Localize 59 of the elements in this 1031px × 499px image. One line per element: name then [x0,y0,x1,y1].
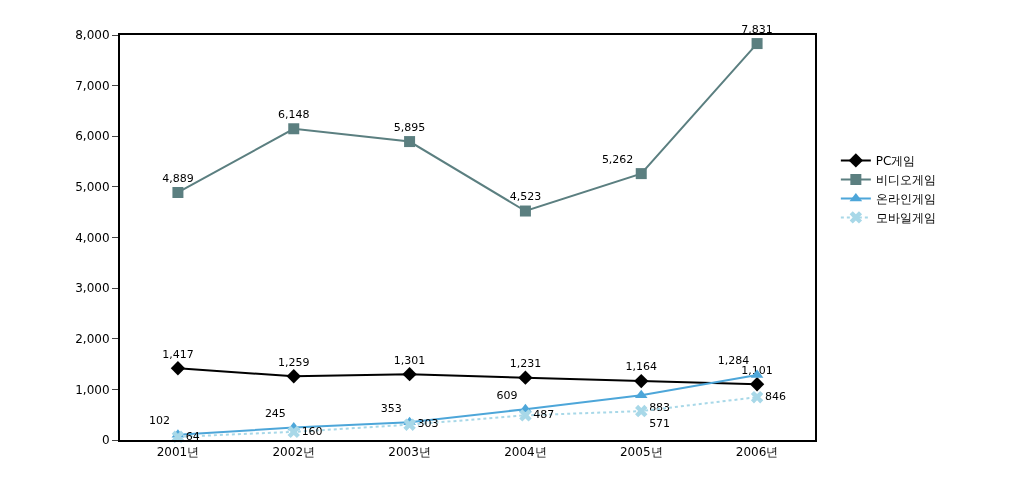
y-tick-label: 8,000 [75,28,110,43]
point [403,418,416,431]
data-label: 4,523 [509,190,542,204]
x-tick-label: 2001년 [156,445,200,460]
y-tick-label: 5,000 [75,180,110,195]
point [172,186,184,198]
point [288,123,300,135]
point [635,404,648,418]
y-tick-label: 3,000 [75,281,110,296]
legend-label: PC게임 [875,154,916,169]
y-tick-label: 1,000 [75,382,110,397]
point [750,390,764,404]
y-tick-label: 6,000 [75,129,110,144]
data-label: 1,301 [393,353,426,367]
x-tick-label: 2003년 [388,445,431,460]
data-label: 609 [496,388,518,402]
data-label: 245 [264,406,286,420]
point [170,361,186,376]
x-tick-label: 2006년 [735,445,779,460]
legend-label: 온라인게임 [875,192,936,207]
data-label: 6,148 [278,108,310,122]
x-tick-label: 2002년 [272,445,316,460]
point [634,389,648,399]
data-label: 487 [533,408,555,422]
point [518,370,533,385]
x-tick-label: 2005년 [619,445,663,460]
data-label: 102 [149,414,171,428]
data-label: 5,262 [601,152,634,166]
point [751,38,763,50]
data-label: 846 [764,389,786,403]
data-label: 1,417 [162,347,194,361]
data-label: 303 [417,417,439,431]
x-tick-label: 2004년 [504,445,547,460]
y-tick-label: 7,000 [75,78,110,93]
data-label: 1,231 [509,357,542,371]
data-label: 883 [649,401,671,415]
data-label: 160 [301,424,323,438]
point [635,168,647,180]
data-label: 353 [380,401,402,415]
point [519,409,532,422]
point [519,205,531,217]
legend-label: 모바일게임 [875,211,936,226]
legend-label: 비디오게임 [875,173,936,188]
data-label: 571 [649,417,671,431]
point [404,136,416,148]
data-label: 64 [185,429,200,443]
data-label: 5,895 [393,120,426,134]
point [286,369,301,384]
point [749,377,765,392]
data-label: 1,259 [278,355,310,369]
data-label: 4,889 [162,171,194,185]
data-label: 1,164 [625,360,657,374]
point [634,373,649,389]
y-tick-label: 0 [101,433,110,448]
point [402,366,417,382]
data-label: 7,831 [741,22,773,36]
point [287,425,300,439]
y-tick-label: 2,000 [75,331,110,346]
y-tick-label: 4,000 [75,230,110,245]
